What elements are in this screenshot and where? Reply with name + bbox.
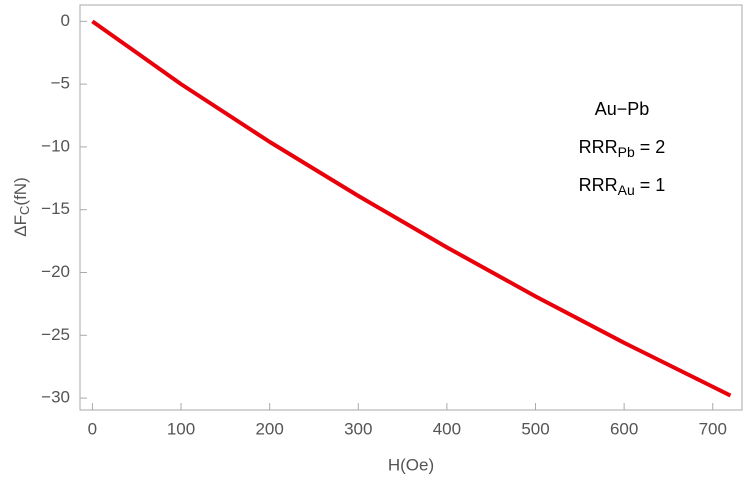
x-tick-label: 300 <box>344 419 372 438</box>
y-tick-label: −25 <box>41 325 70 344</box>
x-axis-label: H(Oe) <box>388 455 434 474</box>
annotation: Au−Pb <box>595 99 650 119</box>
x-tick-label: 700 <box>699 419 727 438</box>
x-tick-label: 200 <box>255 419 283 438</box>
y-tick-label: 0 <box>61 11 70 30</box>
y-tick-label: −20 <box>41 262 70 281</box>
annotation: RRRPb = 2 <box>579 137 666 160</box>
y-tick-label: −15 <box>41 199 70 218</box>
data-line <box>91 19 732 398</box>
x-tick-label: 0 <box>88 419 97 438</box>
y-tick-label: −5 <box>51 74 70 93</box>
y-axis-label: ΔFC(fN) <box>11 177 32 236</box>
x-tick-label: 100 <box>167 419 195 438</box>
annotation: RRRAu = 1 <box>579 175 666 198</box>
y-tick-label: −30 <box>41 388 70 407</box>
x-tick-label: 500 <box>521 419 549 438</box>
y-tick-label: −10 <box>41 136 70 155</box>
x-tick-label: 600 <box>610 419 638 438</box>
x-tick-label: 400 <box>433 419 461 438</box>
plot-frame <box>79 4 743 411</box>
